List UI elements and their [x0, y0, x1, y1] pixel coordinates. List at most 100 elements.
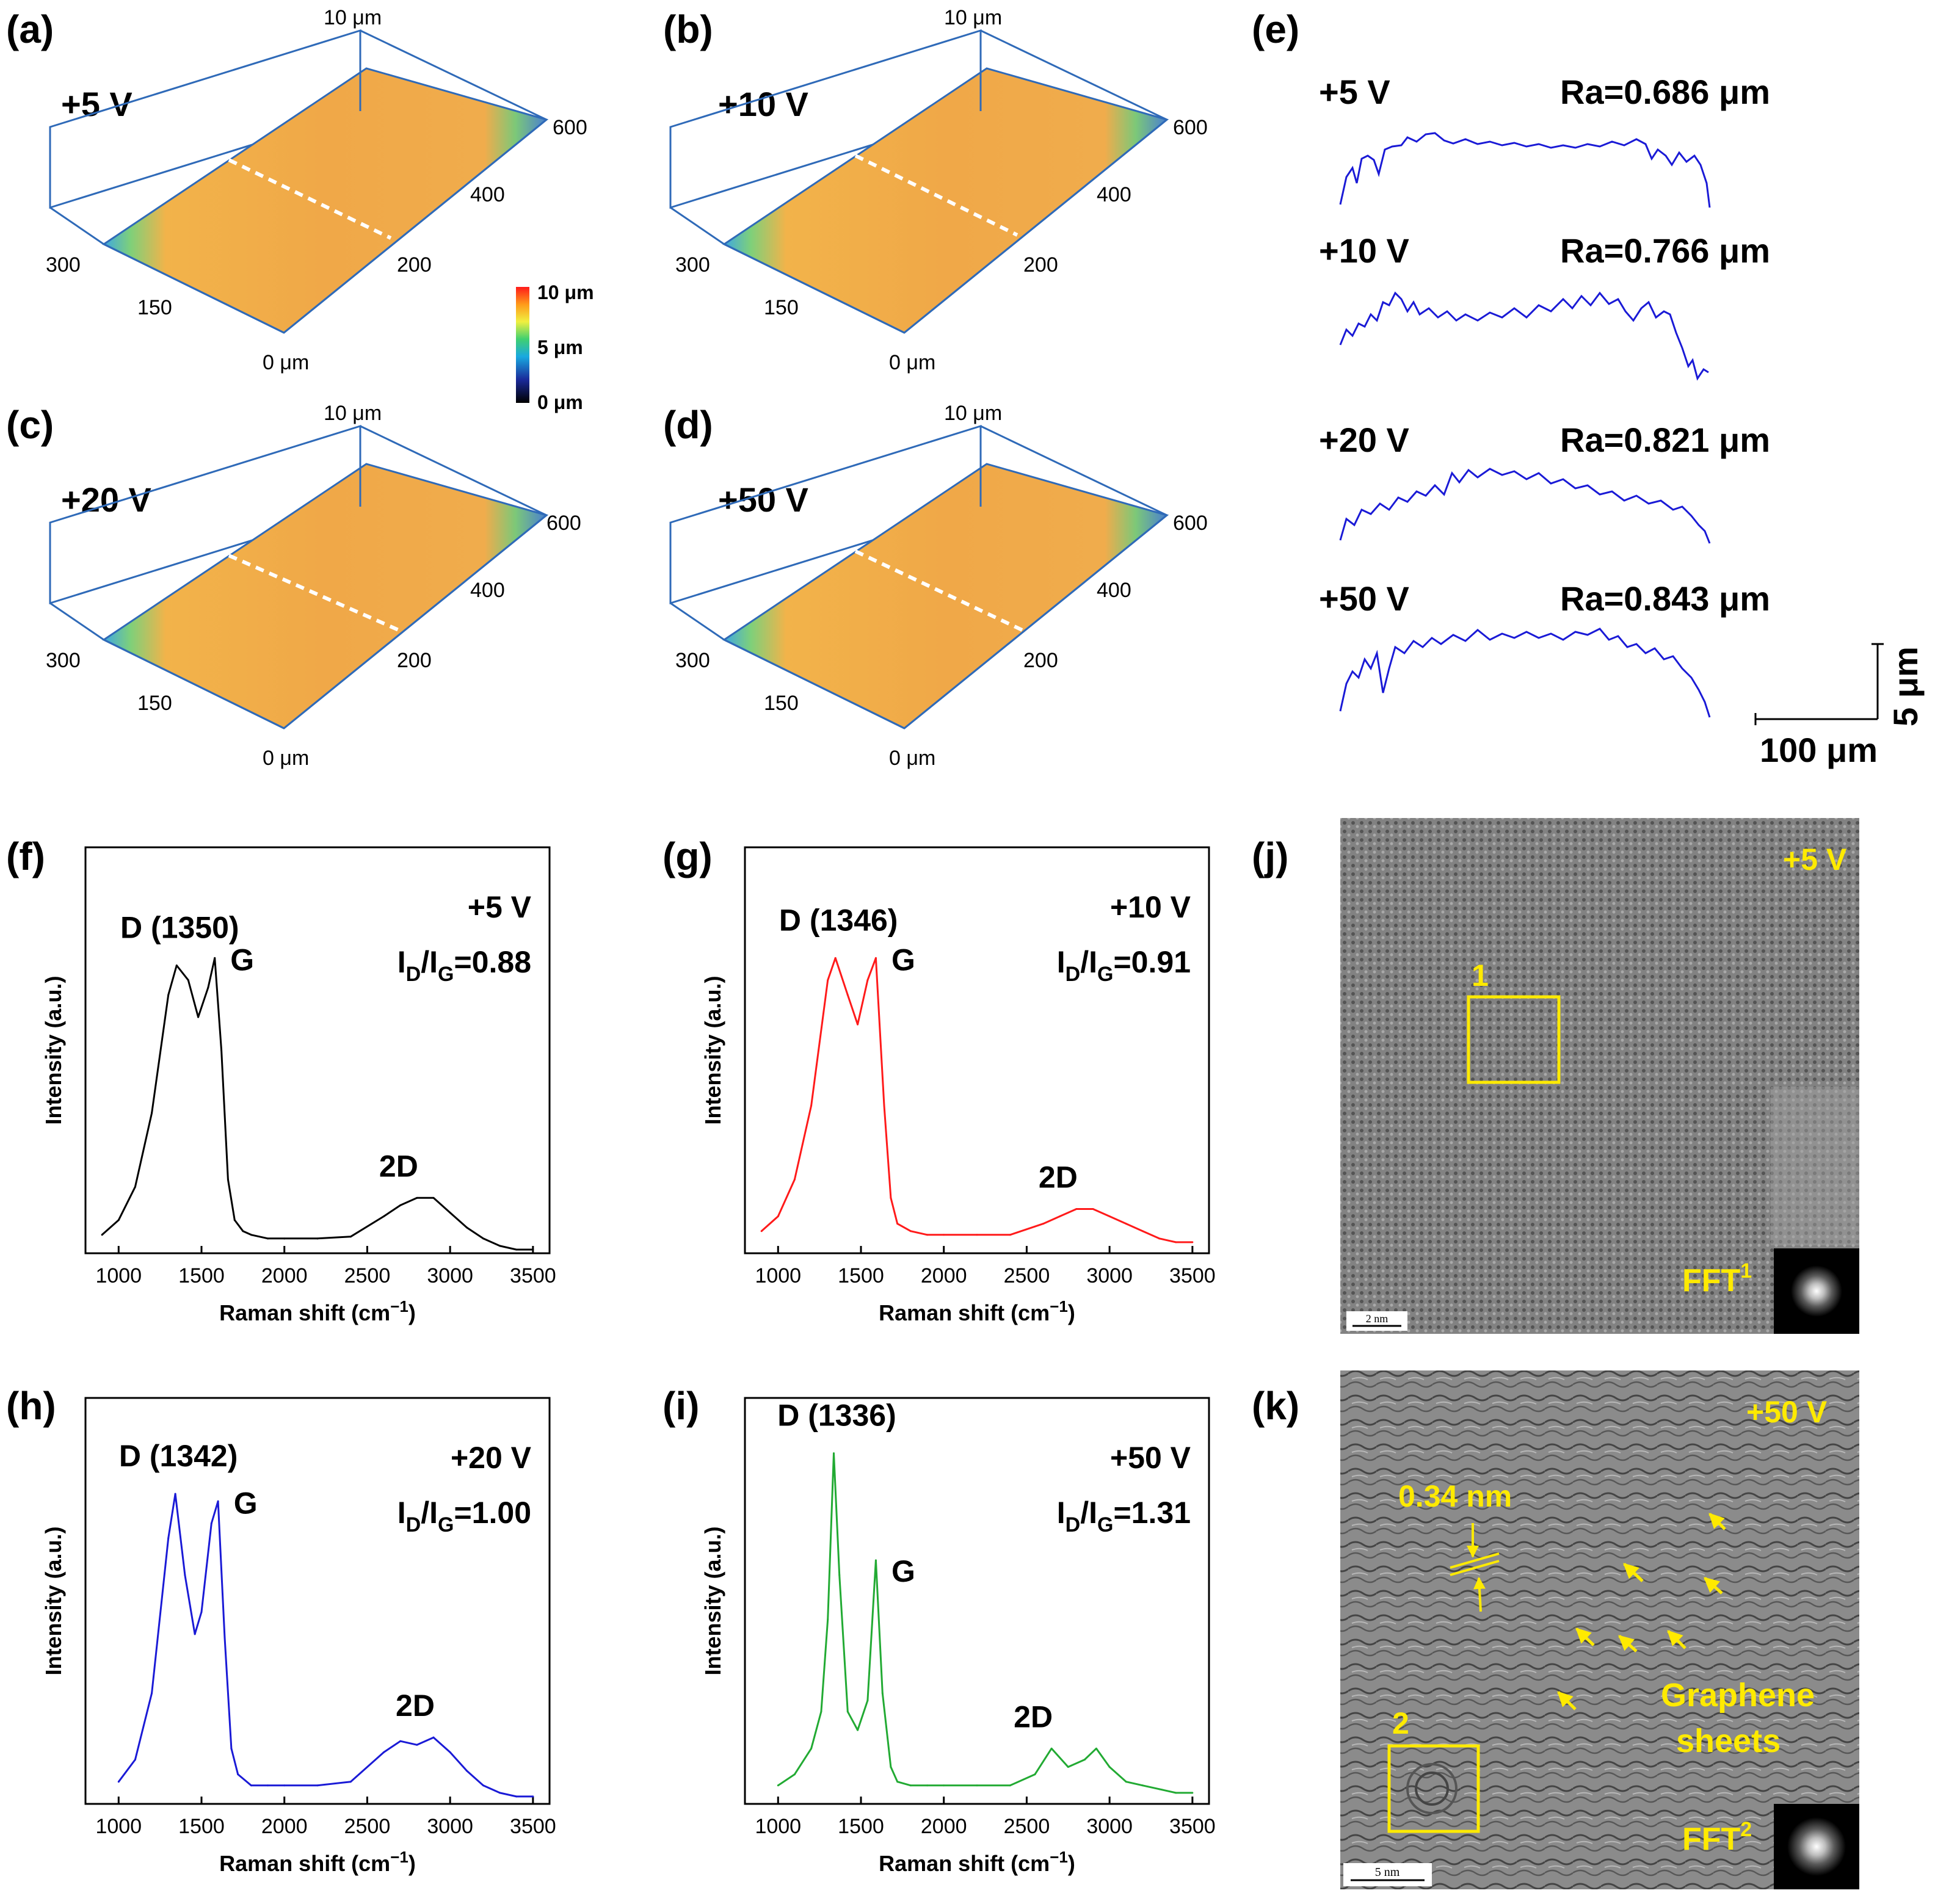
front-edge: [103, 639, 285, 729]
ratio-i: I: [398, 945, 406, 979]
x-tick-label: 3000: [427, 1264, 473, 1287]
raman-data-point: [283, 1237, 286, 1240]
raman-data-point: [793, 1178, 796, 1181]
panel-label: (f): [6, 834, 45, 878]
x-tick-label: 3000: [427, 1815, 473, 1838]
raman-data-point: [194, 1633, 196, 1635]
x-tick-400: 400: [1097, 579, 1131, 602]
raman-data-point: [449, 1212, 451, 1214]
x-tick-400: 400: [470, 183, 505, 206]
graphene-arrow-4: [1575, 1627, 1595, 1646]
tem-scale-label: 2 nm: [1366, 1312, 1389, 1325]
panel-label: (i): [663, 1384, 699, 1428]
raman-data-point: [1034, 1773, 1036, 1776]
raman-data-point: [1191, 1792, 1194, 1794]
raman-data-point: [1108, 1215, 1111, 1218]
id-ig-ratio: ID/IG=1.31: [1057, 1496, 1191, 1537]
raman-data-point: [810, 1104, 813, 1107]
raman-spectrum-line: [761, 957, 1193, 1243]
x-axis: [904, 514, 1167, 729]
y-tick-150: 150: [137, 296, 172, 319]
x-tick-600: 600: [553, 116, 587, 139]
x-tick-label: 3500: [1169, 1264, 1216, 1287]
peak-label-2d: 2D: [396, 1689, 435, 1723]
x-tick-label: 2000: [261, 1264, 308, 1287]
raman-data-point: [449, 1751, 451, 1753]
raman-panel-g: (g) 1000 1500 2000 2500 3000 3500 Raman shift …: [663, 834, 1216, 1325]
raman-data-point: [976, 1784, 978, 1787]
raman-data-point: [866, 979, 869, 982]
x-tick-label: 3000: [1086, 1264, 1133, 1287]
y-tick-300: 300: [675, 649, 710, 672]
raman-data-point: [943, 1784, 945, 1787]
profile-line: [228, 158, 392, 240]
front-edge: [724, 243, 905, 334]
raman-spectrum-line: [118, 1493, 533, 1798]
raman-data-point: [117, 1781, 120, 1783]
graphene-arrows: [1557, 1513, 1726, 1710]
fft-superscript: 1: [1740, 1259, 1752, 1283]
panel-label: (c): [6, 403, 54, 447]
x-axis-title-text: Raman shift (cm: [879, 1300, 1050, 1325]
z-top-label: 10 μm: [324, 402, 382, 425]
raman-data-point: [777, 1784, 779, 1787]
voltage-label: +20 V: [451, 1441, 532, 1475]
tem-image-shade: [1340, 818, 1859, 1334]
raman-data-point: [220, 1049, 223, 1051]
z-top-label: 10 μm: [324, 6, 382, 29]
raman-data-point: [175, 964, 178, 966]
ratio-i: I: [1057, 1496, 1066, 1530]
y-axis-title: Intensity (a.u.): [41, 1526, 66, 1675]
x-tick-label: 1000: [95, 1264, 142, 1287]
raman-data-point: [515, 1795, 518, 1798]
raman-data-point: [846, 994, 849, 996]
raman-data-point: [1141, 1784, 1144, 1787]
topography-panel-c: (c) +20 V 10 μm 0 μm 150 300 200 400 600: [6, 402, 581, 770]
x-axis-title-end: ): [408, 1851, 416, 1876]
y-axis-title: Intensity (a.u.): [700, 1526, 725, 1675]
raman-data-point: [349, 1236, 352, 1238]
raman-data-point: [134, 1758, 136, 1761]
raman-data-point: [874, 957, 877, 959]
y-tick-150: 150: [764, 296, 799, 319]
x-tick-label: 2500: [1004, 1264, 1050, 1287]
x-axis-title: Raman shift (cm−1): [219, 1297, 416, 1325]
raman-data-point: [857, 1023, 859, 1026]
profile-voltage-20v: +20 V: [1319, 421, 1409, 459]
x-tick-label: 3500: [510, 1815, 556, 1838]
raman-data-point: [349, 1781, 352, 1783]
roi-label: 2: [1392, 1706, 1409, 1740]
colorbar-gradient: [516, 287, 529, 403]
x-tick-label: 1500: [838, 1264, 884, 1287]
x-axis-title-text: Raman shift (cm: [219, 1851, 390, 1876]
raman-data-point: [187, 979, 189, 982]
raman-data-point: [827, 979, 829, 982]
ratio-sub-d: D: [1066, 1513, 1081, 1537]
raman-data-point: [1059, 1215, 1061, 1218]
x-axis: [283, 118, 547, 334]
raman-data-point: [1175, 1792, 1177, 1794]
id-ig-ratio: ID/IG=1.00: [398, 1496, 531, 1537]
raman-data-point: [532, 1795, 534, 1798]
raman-data-point: [976, 1234, 978, 1236]
raman-data-point: [416, 1196, 418, 1199]
raman-data-point: [1009, 1784, 1011, 1787]
raman-data-point: [909, 1230, 912, 1233]
raman-data-point: [101, 1234, 103, 1236]
x-tick-label: 3500: [1169, 1815, 1216, 1838]
y-axis: [49, 206, 104, 245]
x-axis-title: Raman shift (cm−1): [219, 1848, 416, 1876]
raman-data-point: [1050, 1747, 1053, 1750]
raman-data-point: [857, 1729, 859, 1731]
raman-data-point: [890, 1196, 892, 1199]
raman-data-point: [283, 1784, 286, 1787]
raman-data-point: [416, 1743, 418, 1746]
panel-label: (e): [1252, 7, 1299, 51]
scale-bar-h-label: 100 μm: [1760, 731, 1878, 769]
topography-panel-a: (a) +5 V 10 μm 0 μm 150 300 200 400 600: [6, 6, 587, 374]
raman-data-point: [482, 1237, 484, 1240]
peak-label-d: D (1346): [779, 903, 898, 937]
raman-data-point: [760, 1230, 763, 1233]
peak-label-d: D (1350): [120, 910, 239, 944]
y-axis-title: Intensity (a.u.): [700, 976, 725, 1124]
